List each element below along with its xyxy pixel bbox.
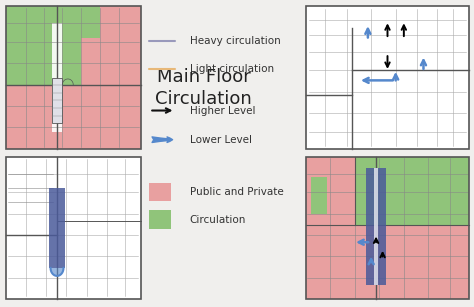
Bar	[366, 168, 386, 285]
Bar	[306, 157, 469, 299]
Bar	[49, 188, 65, 268]
Bar	[306, 157, 469, 299]
Bar	[6, 157, 141, 299]
Bar	[6, 157, 141, 299]
Bar	[82, 6, 100, 37]
Bar	[306, 6, 469, 149]
Bar	[52, 77, 62, 123]
Text: Circulation: Circulation	[190, 215, 246, 224]
Text: Light circulation: Light circulation	[190, 64, 273, 74]
Bar	[6, 6, 141, 149]
Polygon shape	[51, 268, 64, 276]
Bar	[6, 6, 141, 149]
Bar	[374, 168, 378, 285]
Text: Lower Level: Lower Level	[190, 135, 252, 145]
Bar	[52, 23, 63, 132]
Text: Public and Private: Public and Private	[190, 187, 283, 197]
Bar	[310, 177, 327, 214]
Text: Heavy circulation: Heavy circulation	[190, 37, 280, 46]
Text: Higher Level: Higher Level	[190, 106, 255, 115]
Bar	[355, 157, 469, 225]
Bar	[149, 210, 172, 229]
Text: Main Floor
Circulation: Main Floor Circulation	[155, 68, 252, 108]
Bar	[306, 6, 469, 149]
Bar	[6, 6, 82, 85]
Bar	[149, 183, 172, 201]
